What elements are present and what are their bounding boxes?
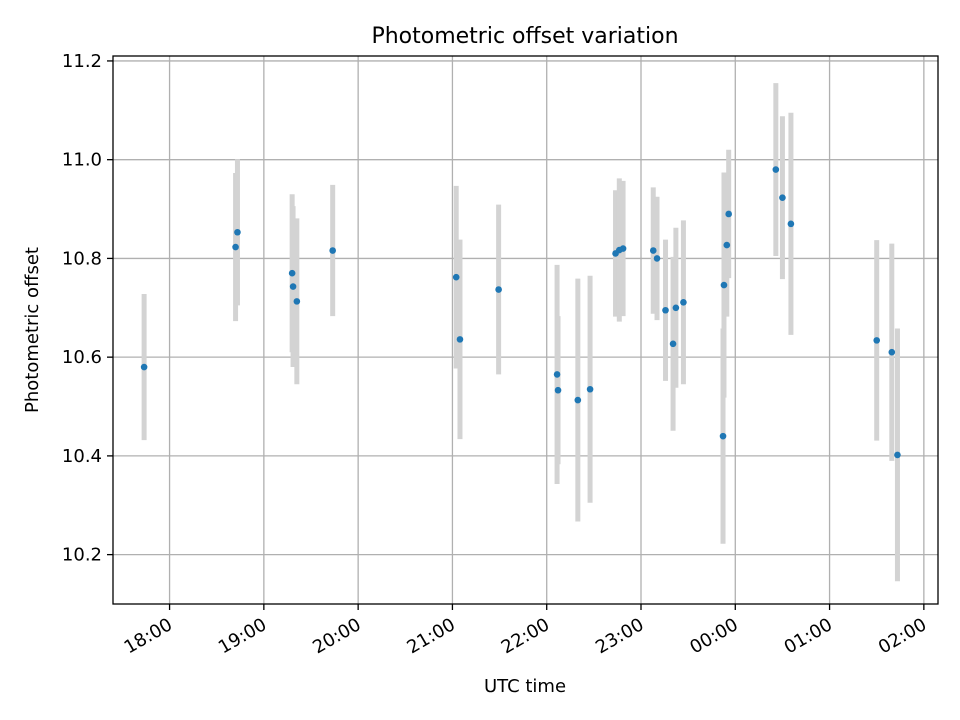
data-point xyxy=(719,432,727,440)
chart-title: Photometric offset variation xyxy=(371,24,678,49)
data-point xyxy=(456,336,464,343)
data-point xyxy=(495,286,502,293)
data-point xyxy=(772,166,780,173)
data-point xyxy=(662,306,669,314)
y-tick-label: 10.4 xyxy=(62,446,102,467)
y-axis-ticks: 10.2 10.4 10.6 10.8 11.0 11.2 xyxy=(62,51,113,566)
data-point xyxy=(787,220,795,228)
data-point xyxy=(653,255,661,262)
data-point xyxy=(649,247,657,254)
y-tick-label: 11.2 xyxy=(62,51,102,72)
gridlines xyxy=(113,56,938,604)
data-points xyxy=(140,166,901,459)
x-tick-label: 02:00 xyxy=(875,614,930,658)
data-point xyxy=(720,281,728,289)
data-point xyxy=(888,348,896,356)
y-axis-label: Photometric offset xyxy=(22,247,43,413)
x-tick-label: 20:00 xyxy=(309,614,364,658)
plot-frame xyxy=(112,55,939,605)
data-point xyxy=(232,243,239,251)
data-point xyxy=(554,386,562,394)
data-point xyxy=(873,337,881,344)
x-tick-label: 18:00 xyxy=(121,614,176,658)
data-point xyxy=(725,210,732,218)
data-point xyxy=(669,340,677,348)
data-point xyxy=(779,194,786,201)
x-tick-label: 23:00 xyxy=(592,614,647,658)
y-tick-label: 11.0 xyxy=(62,150,102,171)
data-point xyxy=(894,451,901,459)
data-point xyxy=(680,299,687,306)
data-point xyxy=(553,371,561,378)
data-point xyxy=(289,283,297,290)
data-point xyxy=(672,304,680,312)
x-tick-label: 22:00 xyxy=(498,614,553,658)
x-axis-label: UTC time xyxy=(484,676,566,697)
y-tick-label: 10.6 xyxy=(62,347,102,368)
y-tick-label: 10.2 xyxy=(62,545,102,566)
data-point xyxy=(452,273,460,281)
data-point xyxy=(619,245,627,252)
data-point xyxy=(293,298,301,305)
error-bars xyxy=(141,83,900,582)
data-point xyxy=(586,385,594,393)
x-tick-label: 21:00 xyxy=(404,614,459,658)
data-point xyxy=(288,269,296,277)
x-tick-label: 19:00 xyxy=(215,614,270,658)
x-axis-ticks: 18:00 19:00 20:00 21:00 22:00 23:00 00:00 01:00… xyxy=(121,604,930,658)
x-tick-label: 01:00 xyxy=(781,614,836,658)
data-point xyxy=(574,396,582,404)
data-point xyxy=(140,363,148,371)
data-point xyxy=(329,247,336,254)
x-tick-label: 00:00 xyxy=(686,614,741,658)
data-point xyxy=(234,228,241,236)
data-point xyxy=(723,241,731,249)
y-tick-label: 10.8 xyxy=(62,248,102,269)
